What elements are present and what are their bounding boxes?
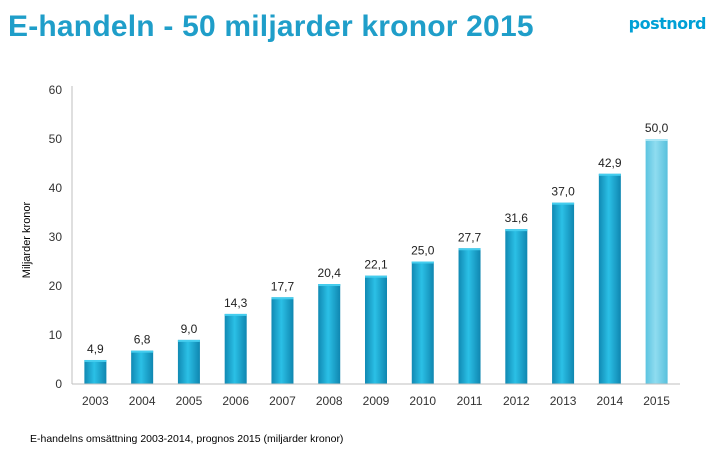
bar-2005 <box>177 339 200 384</box>
x-tick-label-2009: 2009 <box>363 394 390 408</box>
x-tick-label-2007: 2007 <box>269 394 296 408</box>
bar-2011 <box>458 248 481 384</box>
bar-top-edge-2004 <box>131 350 154 353</box>
bar-top-edge-2013 <box>552 202 575 205</box>
data-label-2004: 6,8 <box>134 333 151 347</box>
y-tick-label: 40 <box>49 181 63 195</box>
data-label-2013: 37,0 <box>551 185 575 199</box>
data-label-2009: 22,1 <box>364 258 388 272</box>
y-tick-label: 50 <box>49 132 63 146</box>
bar-top-edge-2011 <box>458 248 481 251</box>
bar-2003 <box>84 359 107 384</box>
data-label-2011: 27,7 <box>458 230 482 244</box>
y-tick-label: 20 <box>49 279 63 293</box>
x-tick-label-2012: 2012 <box>503 394 530 408</box>
bar-top-edge-2007 <box>271 297 294 300</box>
bar-top-edge-2003 <box>84 359 107 362</box>
bar-2007 <box>271 297 294 384</box>
data-label-2003: 4,9 <box>87 342 104 356</box>
x-tick-label-2004: 2004 <box>129 394 156 408</box>
data-label-2014: 42,9 <box>598 156 622 170</box>
chart-title: E-handeln - 50 miljarder kronor 2015 <box>8 10 534 43</box>
x-tick-label-2014: 2014 <box>596 394 623 408</box>
x-tick-label-2013: 2013 <box>550 394 577 408</box>
y-axis-title: Miljarder kronor <box>21 201 33 278</box>
bar-2008 <box>318 284 341 384</box>
bar-forecast-2015 <box>645 139 668 384</box>
bar-top-edge-2006 <box>224 313 247 316</box>
bar-top-edge-2014 <box>598 173 621 176</box>
bar-2012 <box>505 229 528 384</box>
x-tick-label-2008: 2008 <box>316 394 343 408</box>
y-tick-label: 60 <box>49 83 63 97</box>
bar-top-edge-2010 <box>411 261 434 264</box>
data-label-2008: 20,4 <box>318 266 342 280</box>
y-tick-label: 30 <box>49 230 63 244</box>
bar-top-edge-2009 <box>365 275 387 278</box>
data-label-2010: 25,0 <box>411 244 435 258</box>
bar-top-edge-2015 <box>645 139 668 141</box>
data-label-2005: 9,0 <box>181 322 198 336</box>
x-tick-label-2005: 2005 <box>176 394 203 408</box>
x-tick-label-2006: 2006 <box>222 394 249 408</box>
postnord-logo: postnord <box>628 14 707 33</box>
x-tick-label-2003: 2003 <box>82 394 109 408</box>
data-label-2007: 17,7 <box>271 279 295 293</box>
x-tick-label-2010: 2010 <box>409 394 436 408</box>
bar-2004 <box>131 350 154 384</box>
footnote: E-handelns omsättning 2003-2014, prognos… <box>30 433 344 445</box>
bar-2009 <box>365 275 387 384</box>
bar-top-edge-2005 <box>177 339 200 342</box>
data-label-2015: 50,0 <box>645 121 669 135</box>
data-label-2006: 14,3 <box>224 296 248 310</box>
bar-2006 <box>224 313 247 384</box>
x-tick-label-2015: 2015 <box>643 394 670 408</box>
data-label-2012: 31,6 <box>505 211 529 225</box>
x-tick-label-2011: 2011 <box>457 394 483 408</box>
bar-2010 <box>411 261 434 384</box>
bar-2013 <box>552 202 575 384</box>
bar-top-edge-2012 <box>505 229 528 232</box>
bar-2014 <box>598 173 621 384</box>
y-tick-label: 10 <box>49 328 63 342</box>
y-tick-label: 0 <box>55 377 62 391</box>
bar-top-edge-2008 <box>318 284 341 287</box>
